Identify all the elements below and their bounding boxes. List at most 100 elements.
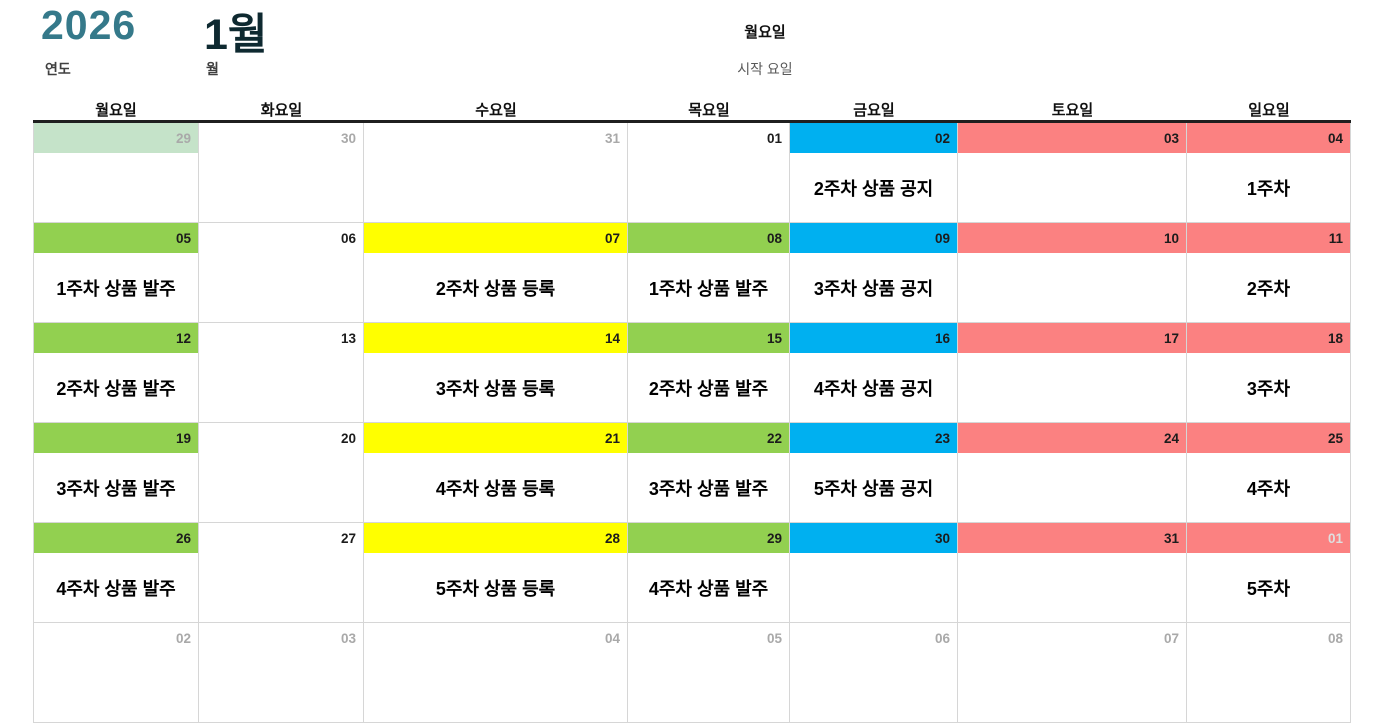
date-number: 15 bbox=[766, 330, 782, 346]
day-cell[interactable]: 19 3주차 상품 발주 bbox=[33, 423, 199, 523]
date-number: 05 bbox=[766, 630, 782, 646]
day-event-text bbox=[958, 153, 1186, 222]
day-event-text: 5주차 bbox=[1246, 578, 1291, 599]
day-cell[interactable]: 20 bbox=[199, 423, 364, 523]
day-cell[interactable]: 26 4주차 상품 발주 bbox=[33, 523, 199, 623]
date-number: 04 bbox=[1327, 130, 1343, 146]
day-event-text: 4주차 bbox=[1246, 478, 1291, 499]
day-cell[interactable]: 01 bbox=[628, 123, 790, 223]
date-strip: 21 bbox=[364, 423, 627, 453]
date-number: 01 bbox=[766, 130, 782, 146]
day-cell[interactable]: 30 bbox=[199, 123, 364, 223]
date-strip: 17 bbox=[958, 323, 1186, 353]
date-number: 27 bbox=[340, 530, 356, 546]
day-event-text bbox=[958, 653, 1186, 722]
day-cell[interactable]: 28 5주차 상품 등록 bbox=[364, 523, 628, 623]
date-strip: 15 bbox=[628, 323, 789, 353]
day-cell[interactable]: 17 bbox=[958, 323, 1187, 423]
day-event-text bbox=[199, 253, 363, 322]
date-strip: 03 bbox=[958, 123, 1186, 153]
day-cell[interactable]: 13 bbox=[199, 323, 364, 423]
day-cell[interactable]: 10 bbox=[958, 223, 1187, 323]
date-number: 31 bbox=[604, 130, 620, 146]
day-cell[interactable]: 29 bbox=[33, 123, 199, 223]
day-cell[interactable]: 06 bbox=[199, 223, 364, 323]
day-cell[interactable]: 31 bbox=[364, 123, 628, 223]
day-event-text bbox=[1187, 653, 1350, 722]
day-cell[interactable]: 18 3주차 bbox=[1187, 323, 1351, 423]
day-cell[interactable]: 08 1주차 상품 발주 bbox=[628, 223, 790, 323]
day-event-text: 4주차 상품 발주 bbox=[56, 578, 176, 599]
day-event-text bbox=[958, 553, 1186, 622]
day-cell[interactable]: 08 bbox=[1187, 623, 1351, 723]
date-number: 05 bbox=[175, 230, 191, 246]
date-strip: 07 bbox=[958, 623, 1186, 653]
day-cell[interactable]: 05 bbox=[628, 623, 790, 723]
day-cell[interactable]: 11 2주차 bbox=[1187, 223, 1351, 323]
weekday-header-row: 월요일 화요일 수요일 목요일 금요일 토요일 일요일 bbox=[33, 99, 1351, 123]
day-cell[interactable]: 12 2주차 상품 발주 bbox=[33, 323, 199, 423]
day-cell[interactable]: 09 3주차 상품 공지 bbox=[790, 223, 958, 323]
weeks-container: 29 30 31 01 02 2주차 상품 공지 03 04 1주차 05 1주차 상품 발주 06 0… bbox=[33, 123, 1351, 723]
date-strip: 30 bbox=[790, 523, 957, 553]
date-strip: 02 bbox=[790, 123, 957, 153]
date-number: 31 bbox=[1163, 530, 1179, 546]
day-event-text: 2주차 상품 등록 bbox=[435, 278, 556, 299]
day-cell[interactable]: 03 bbox=[958, 123, 1187, 223]
date-number: 09 bbox=[934, 230, 950, 246]
date-strip: 29 bbox=[628, 523, 789, 553]
day-cell[interactable]: 06 bbox=[790, 623, 958, 723]
day-cell[interactable]: 27 bbox=[199, 523, 364, 623]
date-number: 07 bbox=[604, 230, 620, 246]
weekday-header: 금요일 bbox=[853, 102, 895, 119]
date-strip: 26 bbox=[34, 523, 198, 553]
date-strip: 08 bbox=[628, 223, 789, 253]
year-value[interactable]: 2026 bbox=[41, 2, 137, 48]
day-event-text: 2주차 상품 발주 bbox=[56, 378, 176, 399]
date-strip: 27 bbox=[199, 523, 363, 553]
date-strip: 06 bbox=[199, 223, 363, 253]
day-event-text bbox=[364, 653, 627, 722]
day-event-text: 3주차 상품 발주 bbox=[56, 478, 176, 499]
date-number: 24 bbox=[1163, 430, 1179, 446]
day-cell[interactable]: 02 2주차 상품 공지 bbox=[790, 123, 958, 223]
day-cell[interactable]: 24 bbox=[958, 423, 1187, 523]
day-cell[interactable]: 15 2주차 상품 발주 bbox=[628, 323, 790, 423]
date-strip: 16 bbox=[790, 323, 957, 353]
day-event-text: 1주차 bbox=[1246, 178, 1291, 199]
day-cell[interactable]: 31 bbox=[958, 523, 1187, 623]
day-event-text bbox=[364, 153, 627, 222]
month-value[interactable]: 1월 bbox=[204, 11, 268, 59]
date-number: 25 bbox=[1327, 430, 1343, 446]
date-strip: 03 bbox=[199, 623, 363, 653]
day-cell[interactable]: 07 2주차 상품 등록 bbox=[364, 223, 628, 323]
start-day-value[interactable]: 월요일 bbox=[744, 24, 786, 41]
day-cell[interactable]: 04 1주차 bbox=[1187, 123, 1351, 223]
day-cell[interactable]: 01 5주차 bbox=[1187, 523, 1351, 623]
day-cell[interactable]: 21 4주차 상품 등록 bbox=[364, 423, 628, 523]
day-cell[interactable]: 30 bbox=[790, 523, 958, 623]
date-strip: 29 bbox=[34, 123, 198, 153]
day-cell[interactable]: 22 3주차 상품 발주 bbox=[628, 423, 790, 523]
date-strip: 09 bbox=[790, 223, 957, 253]
date-number: 30 bbox=[340, 130, 356, 146]
date-strip: 08 bbox=[1187, 623, 1350, 653]
day-cell[interactable]: 05 1주차 상품 발주 bbox=[33, 223, 199, 323]
day-cell[interactable]: 02 bbox=[33, 623, 199, 723]
date-strip: 25 bbox=[1187, 423, 1350, 453]
day-cell[interactable]: 16 4주차 상품 공지 bbox=[790, 323, 958, 423]
date-number: 26 bbox=[175, 530, 191, 546]
date-strip: 23 bbox=[790, 423, 957, 453]
day-cell[interactable]: 14 3주차 상품 등록 bbox=[364, 323, 628, 423]
date-number: 03 bbox=[1163, 130, 1179, 146]
date-number: 02 bbox=[175, 630, 191, 646]
date-number: 29 bbox=[175, 130, 191, 146]
day-cell[interactable]: 29 4주차 상품 발주 bbox=[628, 523, 790, 623]
date-number: 20 bbox=[340, 430, 356, 446]
day-cell[interactable]: 07 bbox=[958, 623, 1187, 723]
day-cell[interactable]: 23 5주차 상품 공지 bbox=[790, 423, 958, 523]
day-cell[interactable]: 04 bbox=[364, 623, 628, 723]
day-cell[interactable]: 03 bbox=[199, 623, 364, 723]
date-strip: 04 bbox=[1187, 123, 1350, 153]
day-cell[interactable]: 25 4주차 bbox=[1187, 423, 1351, 523]
